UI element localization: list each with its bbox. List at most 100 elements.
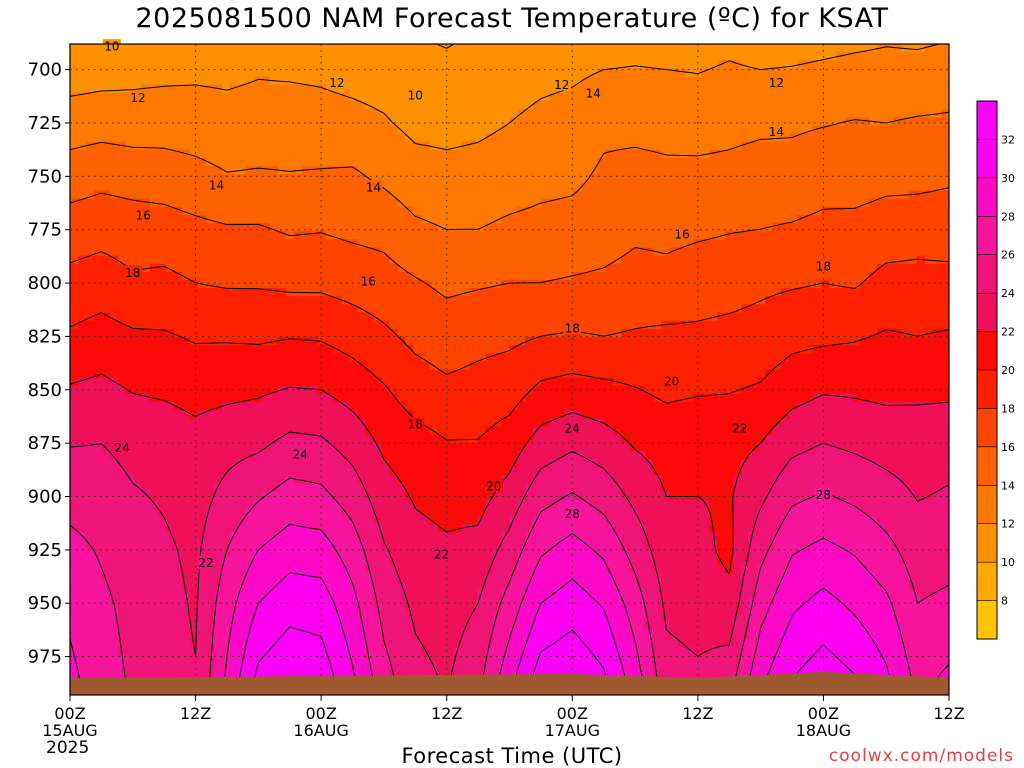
heat-cell: [269, 60, 279, 70]
heat-cell: [77, 239, 87, 249]
heat-cell: [565, 182, 575, 192]
heat-cell: [501, 442, 511, 452]
heat-cell: [70, 60, 79, 70]
heat-cell: [525, 548, 535, 558]
heat-cell: [157, 84, 167, 94]
heat-cell: [341, 166, 351, 175]
heat-cell: [397, 60, 407, 70]
heat-cell: [509, 442, 519, 452]
heat-cell: [213, 214, 223, 224]
heat-cell: [301, 402, 311, 411]
heat-cell: [357, 174, 367, 183]
heat-cell: [317, 662, 327, 672]
heat-cell: [389, 629, 399, 639]
heat-cell: [477, 564, 487, 574]
heat-cell: [213, 312, 223, 322]
heat-cell: [413, 646, 423, 655]
heat-cell: [405, 548, 415, 558]
heat-cell: [205, 141, 215, 151]
heat-cell: [525, 214, 535, 224]
heat-cell: [413, 572, 423, 582]
heat-cell: [413, 491, 423, 501]
heat-cell: [70, 109, 79, 118]
heat-cell: [269, 369, 279, 379]
heat-cell: [277, 467, 287, 476]
heat-cell: [565, 52, 575, 61]
heat-cell: [157, 182, 167, 192]
heat-cell: [485, 190, 495, 200]
heat-cell: [461, 214, 471, 224]
heat-cell: [229, 589, 239, 598]
heat-cell: [525, 76, 535, 86]
heat-cell: [565, 117, 575, 126]
heat-cell: [469, 117, 479, 126]
heat-cell: [70, 312, 79, 322]
heat-cell: [541, 68, 551, 78]
heat-cell: [565, 336, 575, 346]
heat-cell: [229, 410, 239, 419]
heat-cell: [293, 190, 303, 200]
heat-cell: [70, 231, 79, 240]
heat-cell: [165, 174, 175, 183]
heat-cell: [70, 475, 79, 485]
heat-cell: [261, 605, 271, 615]
heat-cell: [501, 524, 511, 533]
heat-cell: [461, 44, 471, 53]
heat-cell: [85, 515, 95, 525]
heat-cell: [189, 434, 199, 444]
heat-cell: [485, 605, 495, 615]
heat-cell: [461, 133, 471, 143]
heat-cell: [341, 149, 351, 159]
heat-cell: [77, 92, 87, 102]
heat-cell: [349, 328, 359, 338]
heat-cell: [77, 670, 87, 680]
heat-cell: [389, 149, 399, 159]
heat-cell: [77, 68, 87, 78]
heat-cell: [453, 385, 463, 395]
heat-cell: [381, 515, 391, 525]
heat-cell: [341, 141, 351, 151]
heat-cell: [333, 52, 343, 61]
heat-cell: [405, 572, 415, 582]
heat-cell: [205, 149, 215, 159]
heat-cell: [413, 198, 423, 208]
heat-cell: [117, 581, 127, 590]
heat-cell: [205, 475, 215, 485]
heat-cell: [237, 312, 247, 322]
heat-cell: [421, 190, 431, 200]
heat-cell: [533, 426, 543, 436]
heat-cell: [301, 548, 311, 558]
heat-cell: [277, 646, 287, 655]
heat-cell: [429, 410, 439, 419]
heat-cell: [317, 670, 327, 680]
heat-cell: [309, 402, 319, 411]
heat-cell: [213, 426, 223, 436]
heat-cell: [261, 84, 271, 94]
heat-cell: [101, 182, 111, 192]
heat-cell: [197, 369, 207, 379]
heat-cell: [333, 84, 343, 94]
heat-cell: [437, 231, 447, 240]
heat-cell: [317, 524, 327, 533]
heat-cell: [341, 662, 351, 672]
heat-cell: [269, 662, 279, 672]
heat-cell: [325, 141, 335, 151]
heat-cell: [373, 564, 383, 574]
heat-cell: [357, 255, 367, 265]
heat-cell: [197, 491, 207, 501]
heat-cell: [157, 141, 167, 151]
heat-cell: [549, 434, 559, 444]
heat-cell: [237, 92, 247, 102]
heat-cell: [285, 149, 295, 159]
heat-cell: [333, 410, 343, 419]
heat-cell: [429, 100, 439, 110]
heat-cell: [285, 166, 295, 175]
heat-cell: [349, 288, 359, 297]
heat-cell: [229, 125, 239, 135]
heat-cell: [277, 60, 287, 70]
heat-cell: [477, 206, 487, 216]
heat-cell: [173, 369, 183, 379]
heat-cell: [101, 572, 111, 582]
heat-cell: [493, 654, 503, 664]
heat-cell: [541, 190, 551, 200]
